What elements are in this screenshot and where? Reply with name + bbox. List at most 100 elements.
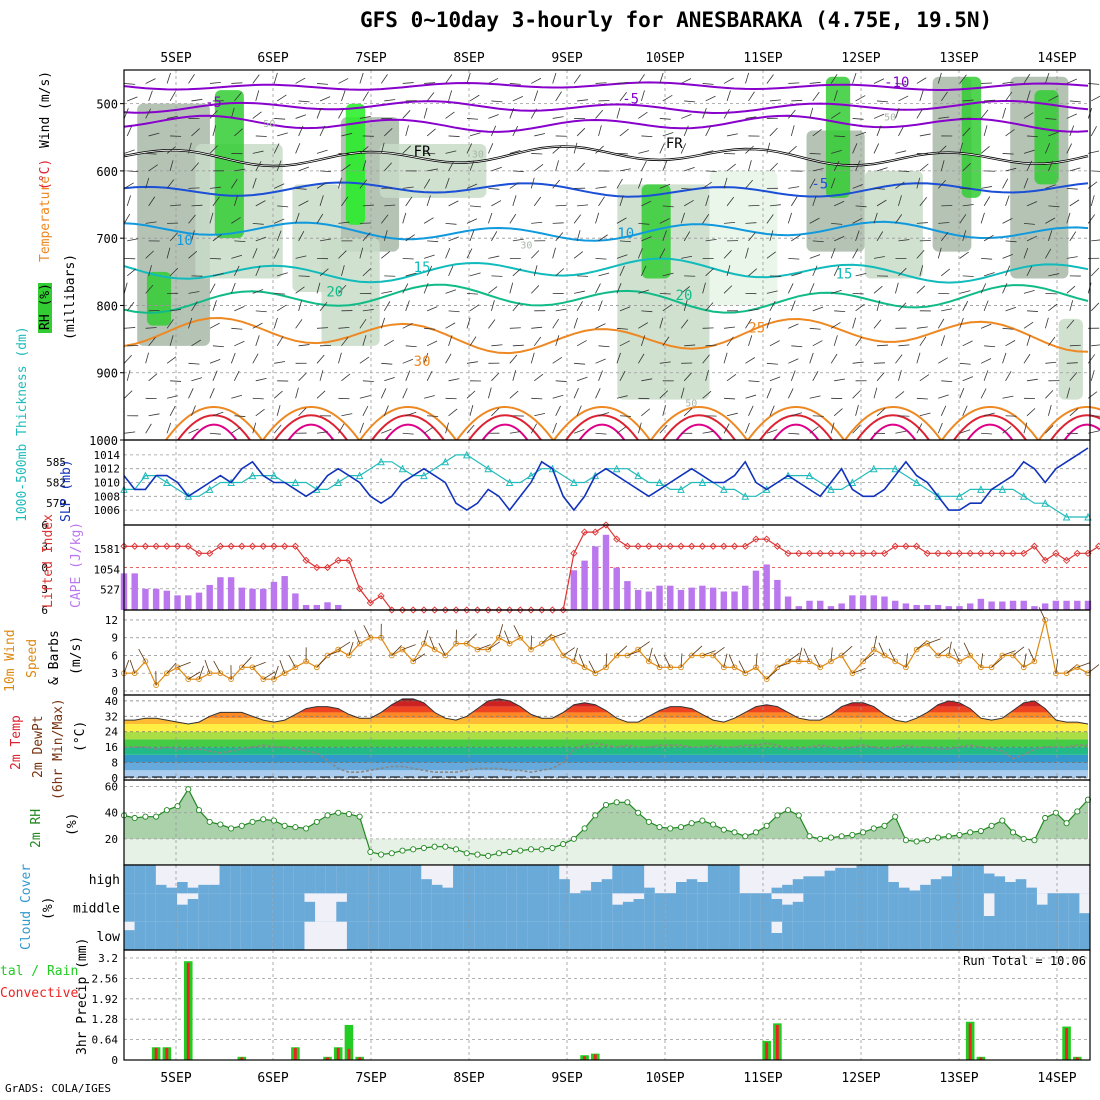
rh-marker	[399, 847, 406, 854]
lifted-index-marker	[645, 542, 653, 550]
cloud-cell	[707, 865, 719, 894]
wind-barb	[552, 422, 557, 434]
wind-speed-marker	[731, 664, 738, 671]
cape-bar	[570, 570, 578, 610]
wind-speed-marker	[581, 664, 588, 671]
contour-label: 20	[676, 288, 693, 304]
surface-wind-barb	[327, 650, 341, 656]
contour-label: -5	[811, 176, 828, 192]
wind-barb	[680, 143, 687, 154]
slp-axis-label: SLP (mb)	[59, 459, 74, 522]
wind-speed-marker	[817, 664, 824, 671]
precip-convective-bar	[347, 1048, 351, 1060]
wind-barb	[209, 145, 218, 154]
cloud-cell	[983, 916, 995, 923]
cloud-cell	[251, 865, 263, 894]
wind-barb	[512, 195, 517, 207]
wind-barb	[320, 170, 332, 173]
wind-barb	[170, 309, 182, 312]
lifted-index-marker	[120, 542, 128, 550]
surface-wind-barb	[1002, 650, 1016, 656]
wind-barb	[959, 362, 971, 365]
wind-barb	[512, 370, 517, 381]
wind-barb	[962, 230, 967, 241]
wind-barb	[402, 212, 407, 224]
wind-barb	[791, 412, 803, 417]
surface-wind-barb	[878, 642, 885, 656]
cloud-cell	[739, 921, 751, 951]
wind-barb	[509, 431, 521, 434]
wind-barb	[509, 213, 517, 224]
isotherm-dome	[468, 414, 542, 441]
wind-barb	[466, 72, 471, 84]
wind-barb	[895, 430, 907, 434]
wind-barb	[188, 291, 200, 294]
surface-wind-barb	[830, 647, 833, 662]
lifted-index-marker	[912, 542, 921, 550]
wind-barb	[362, 204, 374, 207]
rh-marker	[495, 850, 502, 857]
thickness-marker	[1062, 512, 1071, 521]
wind-speed-marker	[163, 670, 170, 677]
wind-barb	[127, 170, 139, 173]
surface-wind-barb	[188, 671, 201, 680]
cloud-cell	[877, 921, 889, 951]
wind-barb	[319, 125, 326, 137]
lifted-index-marker	[655, 542, 664, 550]
thickness-marker	[1019, 492, 1028, 500]
cloud-cell	[559, 893, 571, 923]
rh-marker	[217, 821, 224, 828]
wind-barb	[748, 232, 756, 242]
wind-barb	[766, 214, 774, 224]
cape-bar	[891, 600, 899, 610]
cloud-cell	[283, 865, 295, 894]
cloud-cell	[867, 921, 879, 951]
wind-barb	[595, 432, 607, 435]
lifted-index-marker	[323, 563, 332, 572]
wind-barb	[659, 390, 669, 399]
wind-barb	[233, 195, 238, 207]
wind-barb	[1066, 256, 1078, 259]
cloud-cell-bg	[187, 865, 199, 894]
wind-barb	[616, 327, 628, 330]
rh-marker	[945, 833, 952, 840]
wind-barb	[1048, 230, 1053, 241]
cloud-cell	[909, 921, 921, 951]
cloud-cell-bg	[315, 921, 327, 950]
wind-speed-marker	[1010, 652, 1016, 659]
wind-barb	[166, 179, 175, 189]
wind-barb	[509, 354, 518, 364]
wind-barb	[552, 145, 562, 154]
wind-barb	[748, 405, 754, 416]
cloud-cell	[378, 893, 390, 923]
cloud-cell	[453, 921, 465, 951]
isotherm-dome	[856, 414, 930, 441]
cloud-cell	[559, 879, 571, 894]
wind-barb	[788, 109, 796, 119]
wind-speed-marker	[742, 670, 749, 677]
cloud-cell	[187, 899, 199, 923]
wind-barb	[534, 133, 546, 137]
wind-barb	[209, 257, 221, 260]
cloud-cell	[707, 893, 719, 923]
rh-marker	[292, 824, 299, 831]
wind-barb	[1066, 188, 1078, 190]
cloud-cell	[1058, 921, 1070, 951]
wind-barb	[684, 344, 696, 347]
wind-barb	[426, 306, 438, 312]
cloud-cell	[357, 865, 369, 894]
wind-speed-marker	[720, 664, 727, 671]
cloud-cell	[697, 882, 709, 894]
thickness-marker	[591, 471, 600, 480]
wind-barb	[273, 317, 278, 329]
day-label-bottom: 12SEP	[841, 1071, 880, 1086]
cape-bar	[731, 591, 738, 610]
wind-barb	[705, 370, 709, 381]
wind-barb	[274, 218, 285, 224]
wind-speed-marker	[699, 652, 706, 659]
thickness-marker	[977, 485, 985, 493]
day-label-bottom: 6SEP	[257, 1071, 288, 1086]
wind-barb	[787, 283, 794, 294]
wind-barb	[466, 143, 473, 154]
cloud-cell	[177, 904, 189, 923]
